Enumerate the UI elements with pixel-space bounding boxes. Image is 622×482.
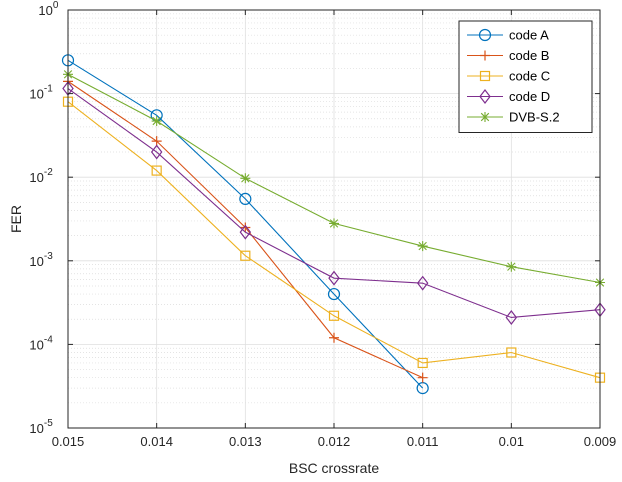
- legend-label: code A: [509, 28, 549, 43]
- y-tick-label: 10-5: [29, 418, 53, 436]
- legend: code A code B code C code D DVB-S.2: [458, 20, 593, 133]
- y-tick-label: 10-3: [29, 251, 53, 269]
- data-point: [327, 287, 341, 301]
- data-point: [150, 144, 163, 160]
- data-point: [240, 222, 251, 233]
- legend-entry: code C: [467, 69, 550, 84]
- legend-label: code D: [509, 89, 550, 104]
- y-tick-label: 100: [38, 0, 58, 18]
- data-point: [480, 50, 490, 61]
- legend-label: code B: [509, 48, 549, 63]
- data-point: [505, 309, 518, 325]
- x-tick-label: 0.012: [318, 434, 351, 449]
- legend-label: DVB-S.2: [509, 110, 560, 125]
- data-point: [329, 332, 339, 343]
- y-tick-label: 10-4: [29, 334, 53, 352]
- data-point: [417, 372, 428, 383]
- data-point: [506, 261, 517, 272]
- legend-entry: DVB-S.2: [467, 110, 560, 125]
- data-point: [506, 347, 517, 358]
- legend-entry: code A: [467, 28, 549, 43]
- data-point: [328, 270, 340, 286]
- data-point: [417, 241, 428, 252]
- series-line: [67, 88, 601, 319]
- x-tick-label: 0.015: [52, 434, 85, 449]
- series-line: [67, 59, 424, 389]
- legend-label: code C: [509, 69, 550, 84]
- legend-entry: code B: [467, 48, 549, 63]
- data-point: [240, 173, 251, 184]
- series-line: [67, 101, 601, 379]
- data-point: [479, 70, 491, 82]
- legend-entry: code D: [467, 89, 550, 104]
- data-point: [151, 165, 162, 176]
- series-layer: [61, 54, 606, 395]
- x-tick-label: 0.01: [499, 434, 524, 449]
- data-point: [416, 275, 429, 291]
- data-point: [417, 357, 428, 369]
- data-point: [329, 218, 339, 229]
- x-tick-label: 0.009: [584, 434, 617, 449]
- data-point: [480, 112, 490, 122]
- data-point: [478, 28, 492, 42]
- x-axis-label: BSC crossrate: [289, 460, 379, 476]
- x-tick-label: 0.014: [140, 434, 173, 449]
- y-tick-label: 10-2: [29, 167, 53, 185]
- data-point: [151, 136, 162, 147]
- x-tick-label: 0.011: [407, 434, 439, 449]
- x-tick-label: 0.013: [229, 434, 262, 449]
- y-axis-label: FER: [8, 205, 24, 233]
- y-tick-label: 10-1: [29, 84, 53, 102]
- data-point: [328, 310, 340, 321]
- series-dvb-s-2: [63, 69, 605, 288]
- data-point: [239, 224, 252, 240]
- data-point: [239, 192, 252, 206]
- data-point: [479, 89, 491, 104]
- data-point: [151, 116, 162, 127]
- data-point: [240, 250, 251, 261]
- axes: 100 10-1 10-2 10-3 10-4 10-50.015 0.014 0.013 0.…: [29, 0, 616, 449]
